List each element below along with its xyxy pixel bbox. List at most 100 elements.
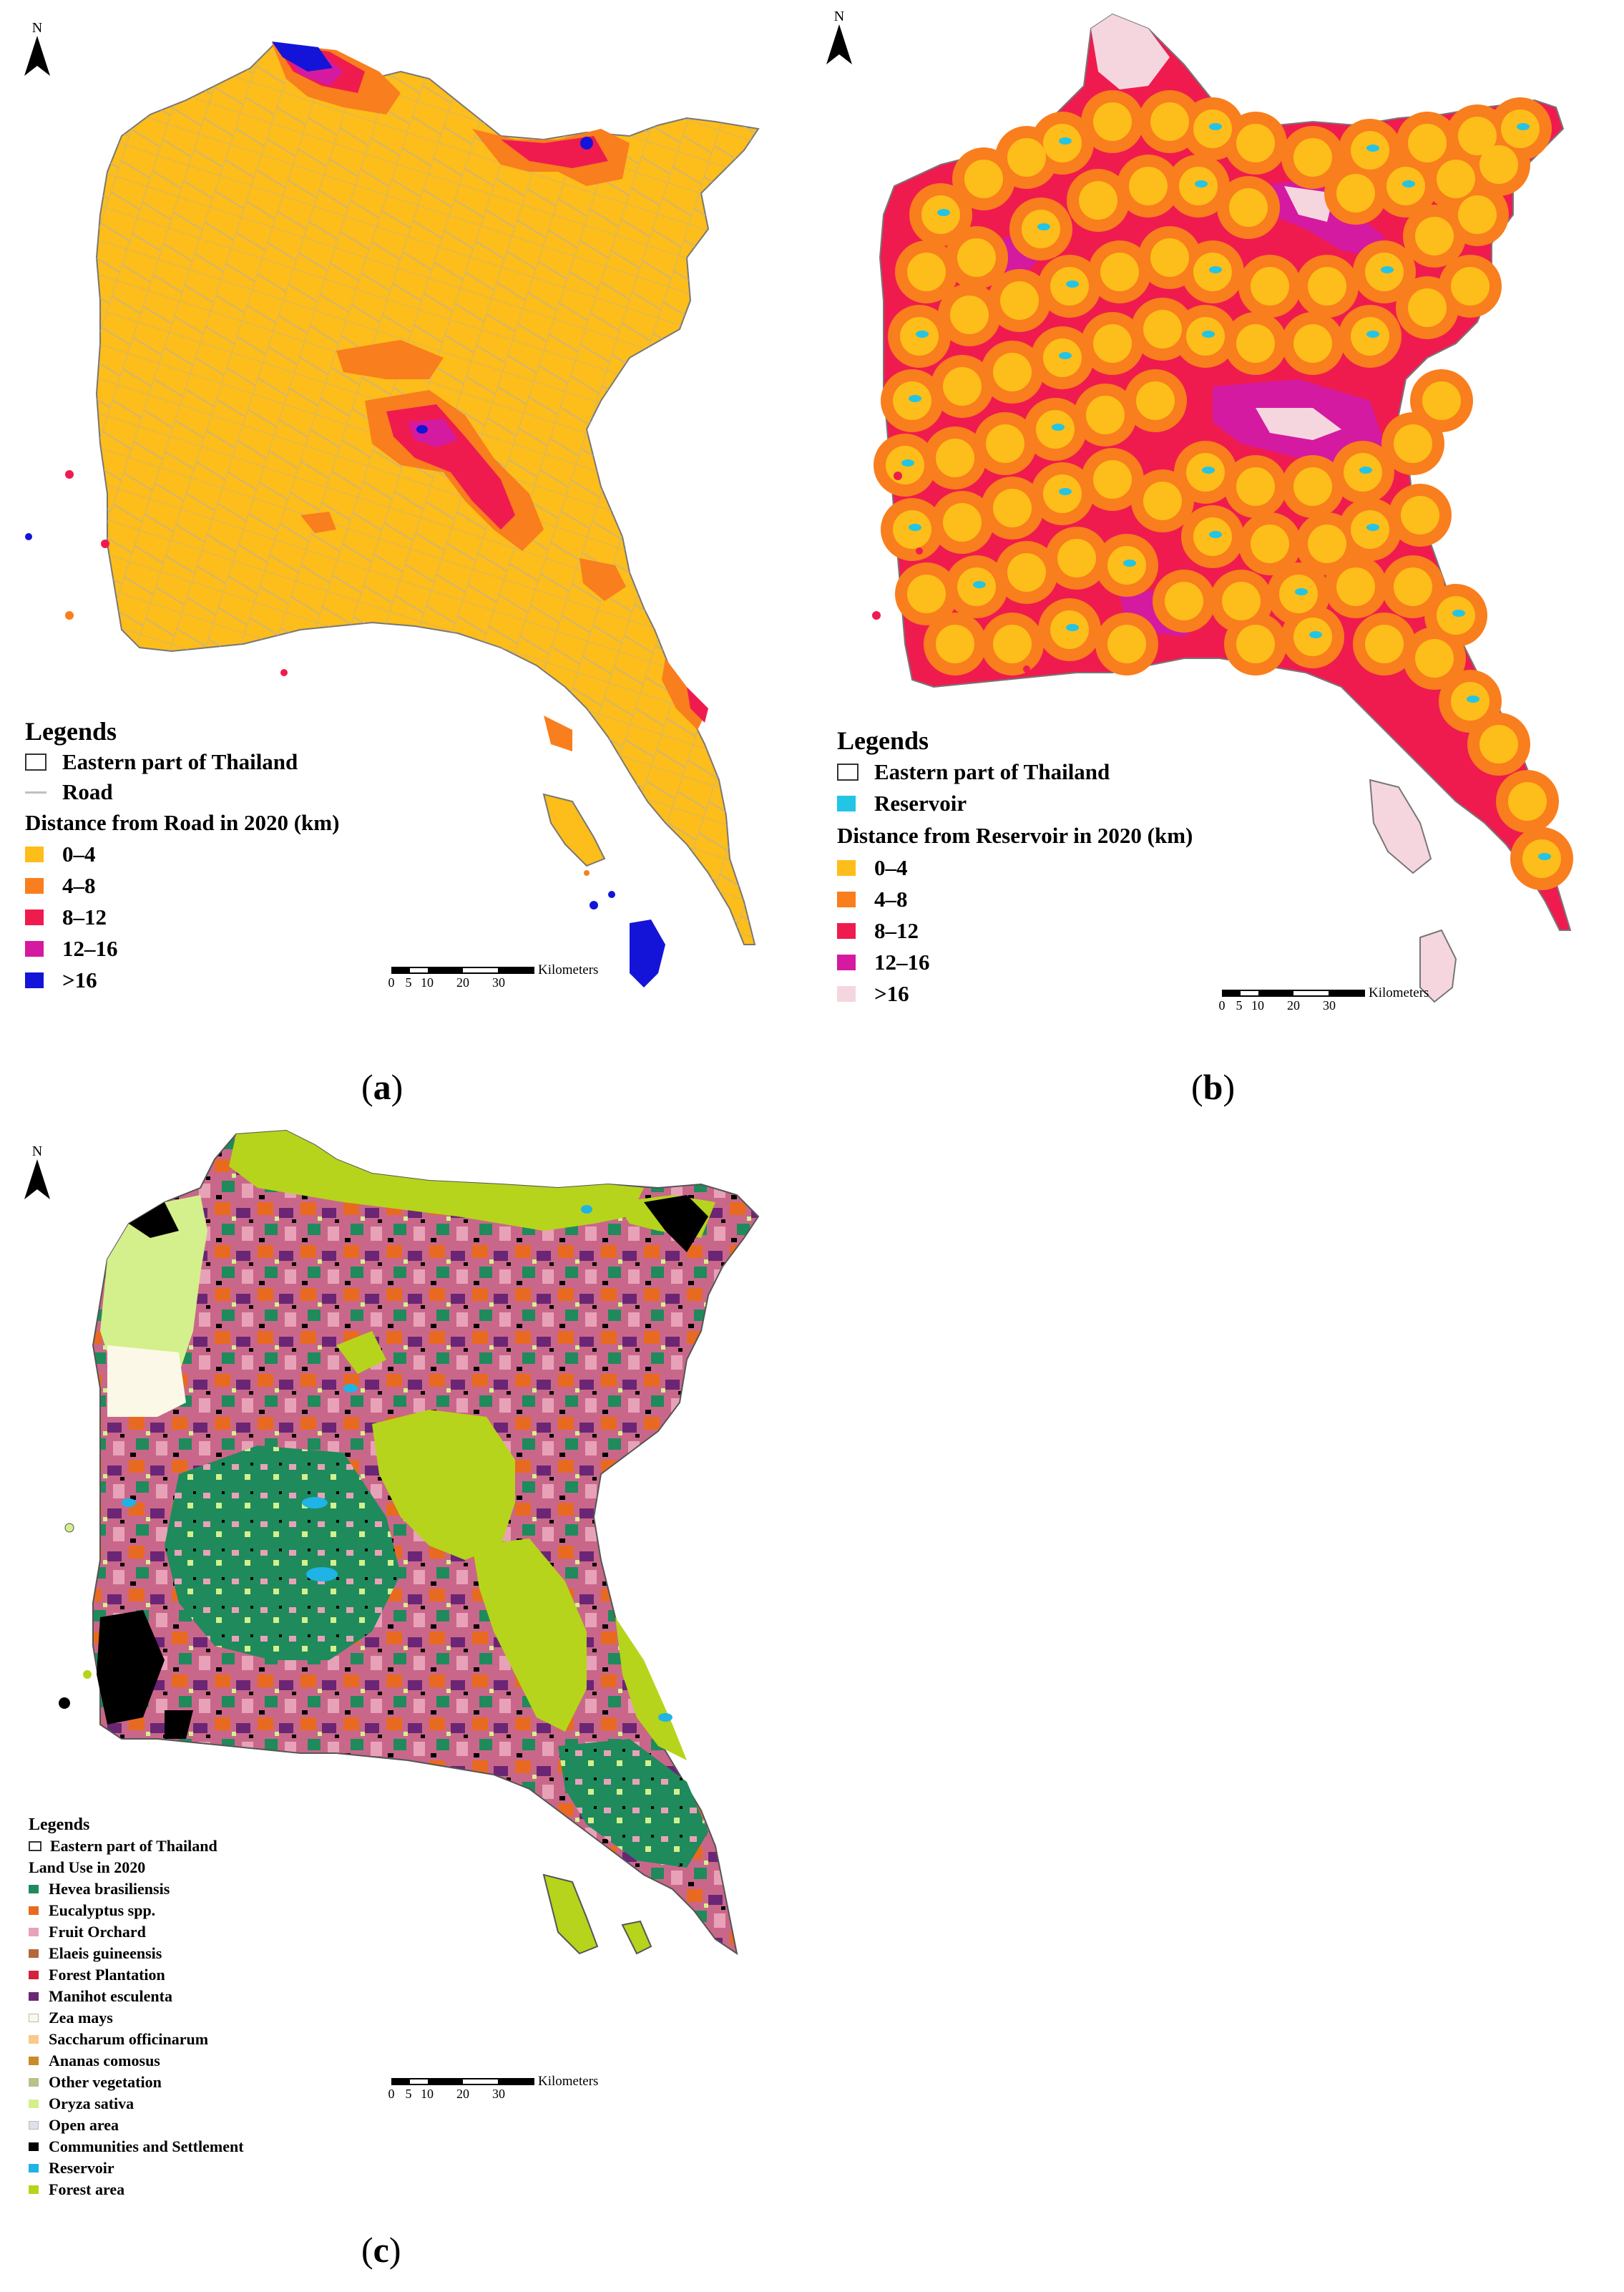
scale-tick: 5	[1236, 998, 1243, 1013]
legend-swatch	[29, 1949, 39, 1958]
legend-class-label: >16	[62, 967, 97, 993]
caption-a: (a)	[361, 1066, 403, 1108]
legend-class-label: 12–16	[874, 950, 930, 975]
caption-close: )	[1223, 1067, 1236, 1107]
caption-open: (	[361, 2230, 373, 2270]
legend-class-item: Fruit Orchard	[29, 1921, 244, 1943]
legend-class-item: Other vegetation	[29, 2072, 244, 2093]
legend-class-item: Communities and Settlement	[29, 2136, 244, 2157]
scale-tick: 5	[405, 2087, 412, 2101]
legend-class-item: Hevea brasiliensis	[29, 1878, 244, 1900]
legend-class-item: 4–8	[25, 870, 339, 902]
map-c	[59, 1129, 760, 1956]
legend-class-label: Communities and Settlement	[49, 2137, 244, 2155]
legend-swatch	[25, 754, 47, 771]
legend-swatch	[25, 910, 44, 925]
legend-class-title: Distance from Road in 2020 (km)	[25, 810, 340, 835]
legend-class-label: >16	[874, 981, 909, 1006]
north-arrow: N	[16, 20, 59, 79]
legend-class-item: Zea mays	[29, 2007, 244, 2029]
scale-bar-c: 0 5 10 20 30 Kilometers	[388, 2074, 599, 2102]
legend-swatch	[29, 2185, 39, 2194]
legend-swatch	[29, 1841, 41, 1851]
legend-class-item: Elaeis guineensis	[29, 1943, 244, 1964]
legend-class-item: Manihot esculenta	[29, 1986, 244, 2007]
scale-tick: 0	[388, 975, 395, 990]
legend-swatch	[29, 2100, 39, 2108]
legend-item-boundary: Eastern part of Thailand	[837, 756, 1193, 788]
legend-swatch	[837, 986, 856, 1002]
legend-swatch	[29, 2057, 39, 2065]
map-panel-a: N Legends Eastern part of Thailand Road …	[0, 0, 812, 1116]
legend-swatch	[29, 2078, 39, 2087]
scale-unit: Kilometers	[538, 962, 599, 977]
caption-b: (b)	[1191, 1066, 1235, 1108]
legend-class-item: >16	[25, 965, 339, 996]
legend-class-label: Manihot esculenta	[49, 1987, 172, 2005]
legend-swatch	[25, 878, 44, 894]
legend-b: Legends Eastern part of Thailand Reservo…	[837, 725, 1193, 1010]
legend-swatch	[29, 2164, 39, 2172]
legend-class-item: Open area	[29, 2115, 244, 2136]
legend-swatch	[837, 955, 856, 970]
legend-class-item: Reservoir	[29, 2157, 244, 2179]
legend-class-item: Eucalyptus spp.	[29, 1900, 244, 1921]
legend-swatch	[29, 2142, 39, 2151]
scale-tick: 0	[388, 2087, 395, 2101]
scale-tick: 10	[1251, 998, 1264, 1013]
legend-class-label: Forest area	[49, 2180, 125, 2198]
legend-swatch	[29, 1928, 39, 1936]
legend-class-title: Distance from Reservoir in 2020 (km)	[837, 823, 1193, 848]
legend-item-label: Reservoir	[874, 791, 967, 816]
legend-class-label: Zea mays	[49, 2009, 113, 2027]
legend-item-reservoir: Reservoir	[837, 788, 1193, 819]
legend-c: Legends Eastern part of Thailand Land Us…	[29, 1814, 244, 2200]
legend-class-label: Hevea brasiliensis	[49, 1880, 170, 1898]
legend-swatch	[29, 1906, 39, 1915]
scale-tick: 0	[1218, 998, 1226, 1013]
north-arrow-label: N	[833, 9, 845, 24]
legend-swatch	[837, 764, 859, 781]
legend-class-item: 12–16	[837, 947, 1193, 978]
scale-tick: 30	[492, 2087, 505, 2101]
north-arrow-icon	[24, 36, 50, 76]
caption-close: )	[388, 2230, 401, 2270]
legend-class-label: 8–12	[62, 904, 107, 930]
legend-class-item: Forest Plantation	[29, 1964, 244, 1986]
legend-swatch	[29, 1992, 39, 2001]
scale-tick: 20	[456, 2087, 469, 2101]
legend-class-item: Ananas comosus	[29, 2050, 244, 2072]
legend-swatch	[25, 847, 44, 862]
north-arrow-label: N	[31, 20, 43, 36]
legend-item-label: Eastern part of Thailand	[874, 759, 1110, 784]
legend-class-item: Oryza sativa	[29, 2093, 244, 2115]
legend-class-item: >16	[837, 978, 1193, 1010]
legend-class-title: Land Use in 2020	[29, 1858, 146, 1876]
legend-item-boundary: Eastern part of Thailand	[25, 747, 339, 777]
legend-class-item: 0–4	[25, 839, 339, 870]
legend-item-road: Road	[25, 777, 339, 807]
scale-tick: 5	[405, 975, 412, 990]
legend-title: Legends	[837, 726, 929, 755]
legend-swatch	[837, 860, 856, 876]
legend-class-label: 0–4	[62, 842, 96, 867]
legend-class-label: Eucalyptus spp.	[49, 1901, 156, 1919]
legend-item-label: Eastern part of Thailand	[50, 1837, 217, 1855]
scale-tick: 10	[421, 2087, 434, 2101]
legend-swatch	[29, 1885, 39, 1893]
legend-swatch-road	[25, 791, 47, 794]
north-arrow-icon	[826, 24, 852, 64]
map-b	[872, 13, 1573, 1003]
legend-class-label: Open area	[49, 2116, 119, 2134]
north-arrow: N	[818, 9, 861, 68]
legend-swatch	[25, 941, 44, 957]
legend-swatch	[837, 923, 856, 939]
scale-bar-b: 0 5 10 20 30 Kilometers	[1218, 985, 1429, 1014]
reservoir-buffers	[874, 90, 1573, 890]
zone-blue-north	[272, 42, 333, 72]
north-arrow-label: N	[31, 1143, 43, 1159]
north-arrow: N	[16, 1143, 59, 1203]
caption-letter: a	[373, 1067, 391, 1107]
legend-class-item: 0–4	[837, 852, 1193, 884]
legend-class-label: 8–12	[874, 918, 919, 943]
